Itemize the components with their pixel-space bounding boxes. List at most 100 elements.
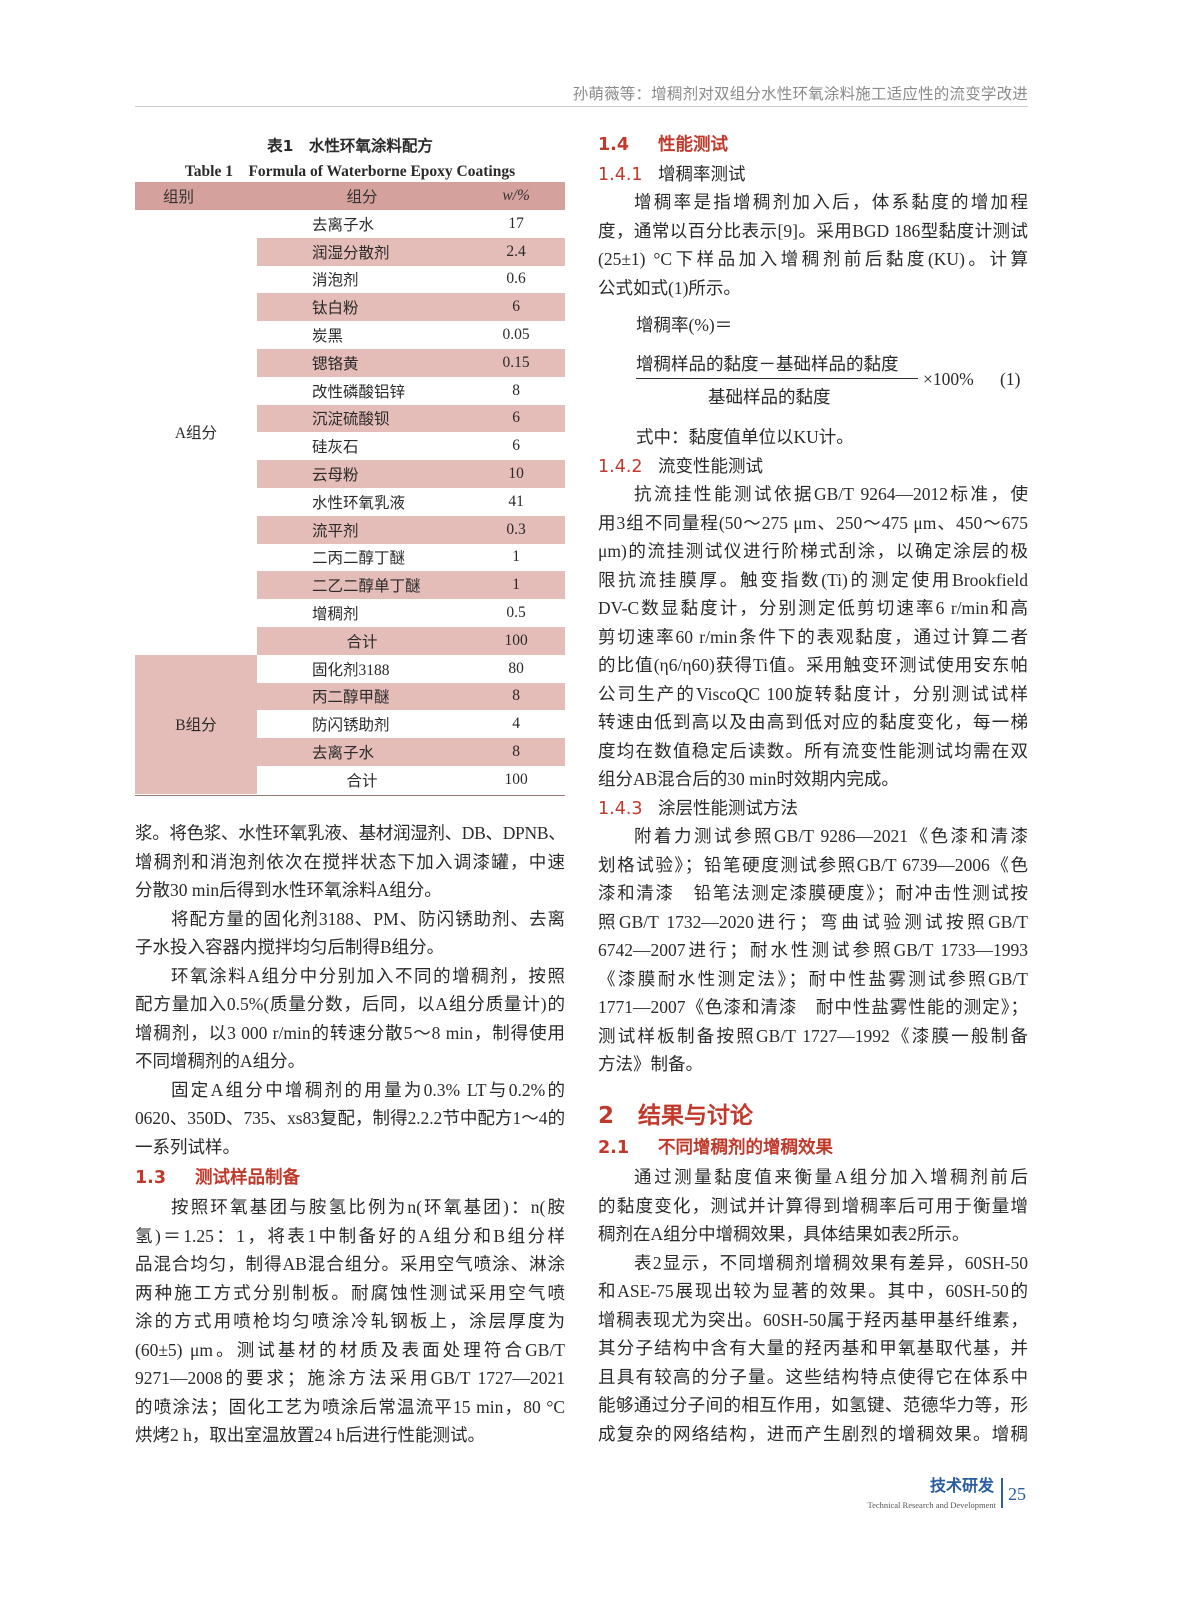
formula-numerator: 增稠样品的黏度－基础样品的黏度	[636, 354, 899, 374]
text-line: (25±1) °C下样品加入增稠剂前后黏度(KU)。计算	[598, 249, 1028, 269]
text-line: 将配方量的固化剂3188、PM、防闪锈助剂、去离	[171, 908, 565, 929]
text-line: 限抗流挂膜厚。触变指数(Ti)的测定使用Brookfield	[598, 569, 1028, 590]
text-line: 9271—2008的要求；施涂方法采用GB/T 1727—2021	[135, 1368, 565, 1388]
section-1-4-2-heading: 1.4.2 流变性能测试	[598, 452, 1028, 481]
header-group: 组别	[135, 182, 257, 210]
table-row: 丙二醇甲醚 8	[135, 682, 565, 711]
text-line: 6742—2007进行；耐水性测试参照GB/T 1733—1993	[598, 940, 1028, 960]
text-line: 能够通过分子间的相互作用，如氢键、范德华力等，形	[598, 1395, 1028, 1415]
section-number: 2.1	[598, 1138, 630, 1158]
component-name: 丙二醇甲醚	[256, 682, 468, 711]
component-name: 二丙二醇丁醚	[311, 550, 405, 568]
text-line: 品混合均匀，制得AB混合组分。采用空气喷涂、淋涂	[135, 1254, 565, 1274]
table-row: 二乙二醇单丁醚 1	[135, 571, 565, 600]
text-line: 环氧涂料A组分中分别加入不同的增稠剂，按照	[171, 965, 565, 986]
text-line: 通过测量黏度值来衡量A组分加入增稠剂前后	[634, 1167, 1028, 1187]
text-line: 附着力测试参照GB/T 9286—2021《色漆和清漆	[634, 826, 1028, 846]
table-row: 硅灰石 6	[135, 432, 565, 460]
text-line: 的喷涂法；固化工艺为喷涂后常温流平15 min，80 °C	[135, 1396, 565, 1417]
text-line: 稠剂在A组分中增稠效果，具体结果如表2所示。	[598, 1224, 970, 1244]
mass-fraction-value: 6	[512, 437, 520, 455]
section-number: 1.3	[135, 1168, 167, 1188]
section-number: 2	[598, 1103, 615, 1129]
text-line: 增稠剂，以3 000 r/min的转速分散5～8 min，制得使用	[135, 1022, 565, 1043]
text-line: 方法》制备。	[598, 1054, 703, 1074]
component-name: 防闪锈助剂	[311, 717, 390, 735]
formula-table: 组别 组分 w/% A组分 去离子水 17 润湿分散剂 2.4 消泡剂 0.6 钛白粉 6 炭黑 0…	[135, 182, 565, 794]
mass-fraction-value: 8	[467, 738, 565, 766]
table-row: 合计 100	[135, 766, 565, 794]
text-line: 烘烤2 h，取出室温放置24 h后进行性能测试。	[135, 1425, 485, 1445]
section-1-4-2-text: 抗流挂性能测试依据GB/T 9264—2012标准，使 用3组不同量程(50～27…	[598, 480, 1028, 794]
text-line: 《漆膜耐水性测定法》；耐中性盐雾测试参照GB/T	[598, 968, 1028, 989]
table-row: 防闪锈助剂 4	[135, 710, 565, 738]
component-name: 炭黑	[311, 328, 343, 346]
text-line: 成复杂的网络结构，进而产生剧烈的增稠效果。增稠	[598, 1423, 1028, 1444]
paragraph: 将配方量的固化剂3188、PM、防闪锈助剂、去离子水投入容器内搅拌均匀后制得B组…	[135, 905, 565, 962]
text-line: 子水投入容器内搅拌均匀后制得B组分。	[135, 937, 445, 957]
paragraph: 环氧涂料A组分中分别加入不同的增稠剂，按照 配方量加入0.5%(质量分数，后同，以…	[135, 962, 565, 1076]
table-row: 锶铬黄 0.15	[135, 348, 565, 377]
text-line: μm)的流挂测试仪进行阶梯式刮涂，以确定涂层的极	[598, 541, 1028, 561]
table-caption-en: Table 1 Formula of Waterborne Epoxy Coat…	[184, 163, 516, 180]
paragraph: 表2显示，不同增稠剂增稠效果有差异，60SH-50 和ASE-75展现出较为显著的…	[598, 1249, 1028, 1449]
section-title: 不同增稠剂的增稠效果	[658, 1138, 833, 1158]
text-line: 不同增稠剂的A组分。	[135, 1051, 306, 1071]
paragraph: 增稠率是指增稠剂加入后，体系黏度的增加程 度，通常以百分比表示[9]。采用BGD …	[598, 188, 1028, 302]
component-name: 硅灰石	[311, 439, 359, 457]
text-line: 增稠率是指增稠剂加入后，体系黏度的增加程	[634, 192, 1028, 212]
header-mass-fraction: w/%	[467, 182, 565, 210]
text-line: 氢)＝1.25：1，将表1中制备好的A组分和B组分样	[135, 1225, 565, 1246]
table-row: 二丙二醇丁醚 1	[135, 544, 565, 572]
paragraph: 按照环氧基团与胺氢比例为n(环氧基团)：n(胺 氢)＝1.25：1，将表1中制备好…	[135, 1193, 565, 1450]
header-component: 组分	[256, 182, 468, 210]
mass-fraction-value: 0.15	[467, 348, 565, 377]
section-title: 测试样品制备	[195, 1168, 300, 1188]
mass-fraction-value: 6	[467, 404, 565, 433]
table-bottom-rule	[135, 795, 565, 796]
mass-fraction-value: 0.05	[502, 326, 530, 344]
section-1-4-3-text: 附着力测试参照GB/T 9286—2021《色漆和清漆划格试验》；铅笔硬度测试参…	[598, 822, 1028, 1079]
section-title: 涂层性能测试方法	[658, 798, 798, 818]
section-2-heading: 2 结果与讨论	[598, 1096, 753, 1130]
formula-note: 式中：黏度值单位以KU计。	[636, 427, 854, 447]
table-row: B组分 固化剂3188 80	[135, 654, 565, 794]
text-line: 且具有较高的分子量。这些结构特点使得它在体系中	[598, 1366, 1028, 1387]
mass-fraction-value: 10	[467, 460, 565, 488]
paragraph: 抗流挂性能测试依据GB/T 9264—2012标准，使 用3组不同量程(50～27…	[598, 480, 1028, 794]
text-line: 公司生产的ViscoQC 100旋转黏度计，分别测试试样	[598, 683, 1028, 704]
text-line: 漆和清漆 铅笔法测定漆膜硬度》；耐冲击性测试按	[598, 883, 1028, 903]
formula-label: (1)	[1000, 369, 1021, 389]
mass-fraction-value: 41	[508, 492, 524, 510]
mass-fraction-value: 80	[508, 659, 524, 677]
formula-factor: ×100%	[923, 369, 974, 389]
text-line: 抗流挂性能测试依据GB/T 9264—2012标准，使	[634, 484, 1028, 504]
table-row: 消泡剂 0.6	[135, 266, 565, 294]
mass-fraction-value: 0.5	[506, 604, 526, 622]
text-line: 照GB/T 1732—2020进行；弯曲试验测试按照GB/T	[598, 911, 1028, 932]
table-row: 沉淀硫酸钡 6	[135, 404, 565, 433]
component-name: 消泡剂	[311, 272, 359, 290]
footer-section-name: 技术研发	[930, 1476, 995, 1495]
table-row: 改性磷酸铝锌 8	[135, 377, 565, 405]
section-number: 1.4.3	[598, 799, 643, 819]
text-line: 1771—2007《色漆和清漆 耐中性盐雾性能的测定》；	[598, 997, 1028, 1017]
paragraph: 浆。将色浆、水性环氧乳液、基材润湿剂、DB、DPNB、 增稠剂和消泡剂依次在搅拌状…	[135, 819, 565, 905]
component-name: 二乙二醇单丁醚	[256, 571, 468, 600]
text-line: 转速由低到高以及由高到低对应的黏度变化，每一梯	[598, 712, 1028, 732]
text-line: 和ASE-75展现出较为显著的效果。其中，60SH-50的	[598, 1281, 1028, 1301]
text-line: 固定A组分中增稠剂的用量为0.3% LT与0.2%的	[171, 1079, 565, 1100]
section-title: 性能测试	[658, 135, 728, 155]
text-line: 其分子结构中含有大量的羟丙基和甲氧基取代基，并	[598, 1338, 1028, 1358]
component-name: 去离子水	[256, 738, 468, 766]
text-line: DV-C数显黏度计，分别测定低剪切速率6 r/min和高	[598, 598, 1028, 618]
section-number: 1.4.1	[598, 164, 643, 185]
text-line: 两种施工方式分别制板。耐腐蚀性测试采用空气喷	[135, 1282, 565, 1303]
paragraph: 附着力测试参照GB/T 9286—2021《色漆和清漆划格试验》；铅笔硬度测试参…	[598, 822, 1028, 1079]
component-name: 去离子水	[311, 216, 374, 234]
section-1-4-1-text: 增稠率是指增稠剂加入后，体系黏度的增加程 度，通常以百分比表示[9]。采用BGD …	[598, 188, 1028, 302]
text-line: 划格试验》；铅笔硬度测试参照GB/T 6739—2006《色	[598, 854, 1028, 875]
text-line: 剪切速率60 r/min条件下的表观黏度，通过计算二者	[598, 626, 1028, 647]
text-line: 的黏度变化，测试并计算得到增稠率后可用于衡量增	[598, 1195, 1028, 1216]
footer-divider	[1001, 1478, 1003, 1508]
